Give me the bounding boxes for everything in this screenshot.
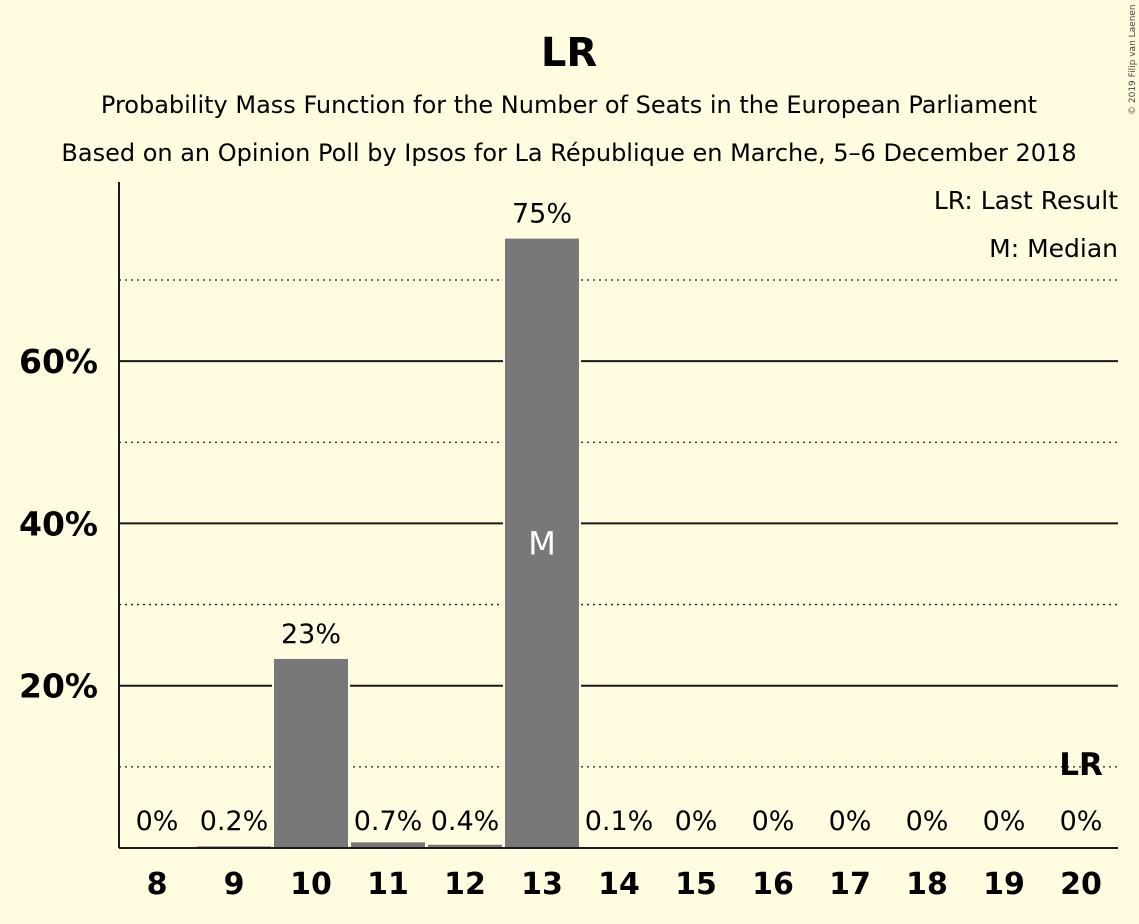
value-label-12: 0.4% <box>431 806 500 837</box>
x-tick-label-10: 10 <box>290 867 332 902</box>
x-tick-label-8: 8 <box>147 867 168 902</box>
bar-seats-11 <box>351 842 425 848</box>
value-label-13: 75% <box>512 199 572 230</box>
x-tick-label-11: 11 <box>367 867 409 902</box>
last-result-marker: LR <box>1059 747 1103 783</box>
label-bg <box>427 804 503 838</box>
gridlines <box>119 279 1118 768</box>
median-marker: M <box>528 524 556 562</box>
x-tick-label-14: 14 <box>598 867 640 902</box>
x-tick-label-12: 12 <box>444 867 486 902</box>
value-label-19: 0% <box>983 806 1026 837</box>
y-tick-label: 40% <box>19 504 98 543</box>
value-label-8: 0% <box>136 806 179 837</box>
axes: 20% 40% 60% 8 9 10 11 12 13 14 15 16 17 18 19 20 <box>19 182 1118 902</box>
bar-seats-12 <box>428 844 502 848</box>
x-tick-label-13: 13 <box>521 867 563 902</box>
label-bg <box>196 804 272 838</box>
x-tick-label-18: 18 <box>906 867 948 902</box>
copyright-notice: © 2019 Filip van Laenen <box>1128 4 1138 115</box>
legend-median: M: Median <box>989 234 1118 263</box>
value-label-18: 0% <box>906 806 949 837</box>
value-label-10: 23% <box>281 619 341 650</box>
x-tick-label-9: 9 <box>224 867 245 902</box>
value-label-16: 0% <box>752 806 795 837</box>
legend-last-result: LR: Last Result <box>934 186 1118 215</box>
bars <box>195 238 658 849</box>
value-label-14: 0.1% <box>585 806 654 837</box>
value-label-15: 0% <box>675 806 718 837</box>
chart-title: LR <box>541 30 597 76</box>
y-tick-label: 60% <box>19 342 98 381</box>
value-label-17: 0% <box>829 806 872 837</box>
x-tick-label-20: 20 <box>1060 867 1102 902</box>
value-label-11: 0.7% <box>354 806 423 837</box>
label-bg <box>350 804 426 838</box>
chart-subtitle-1: Probability Mass Function for the Number… <box>101 91 1037 119</box>
bar-seats-13 <box>505 238 579 849</box>
y-tick-label: 20% <box>19 667 98 706</box>
value-label-20: 0% <box>1060 806 1103 837</box>
value-label-9: 0.2% <box>200 806 269 837</box>
data-labels: 0% 0.2% 23% 0.7% 0.4% 75% M 0.1% 0% 0% 0% 0% 0% 0% LR <box>136 199 1103 838</box>
x-tick-label-19: 19 <box>983 867 1025 902</box>
bar-seats-10 <box>274 658 348 848</box>
x-tick-label-16: 16 <box>752 867 794 902</box>
chart-subtitle-2: Based on an Opinion Poll by Ipsos for La… <box>61 139 1076 167</box>
label-bg <box>581 804 657 838</box>
x-tick-label-17: 17 <box>829 867 871 902</box>
x-tick-label-15: 15 <box>675 867 717 902</box>
